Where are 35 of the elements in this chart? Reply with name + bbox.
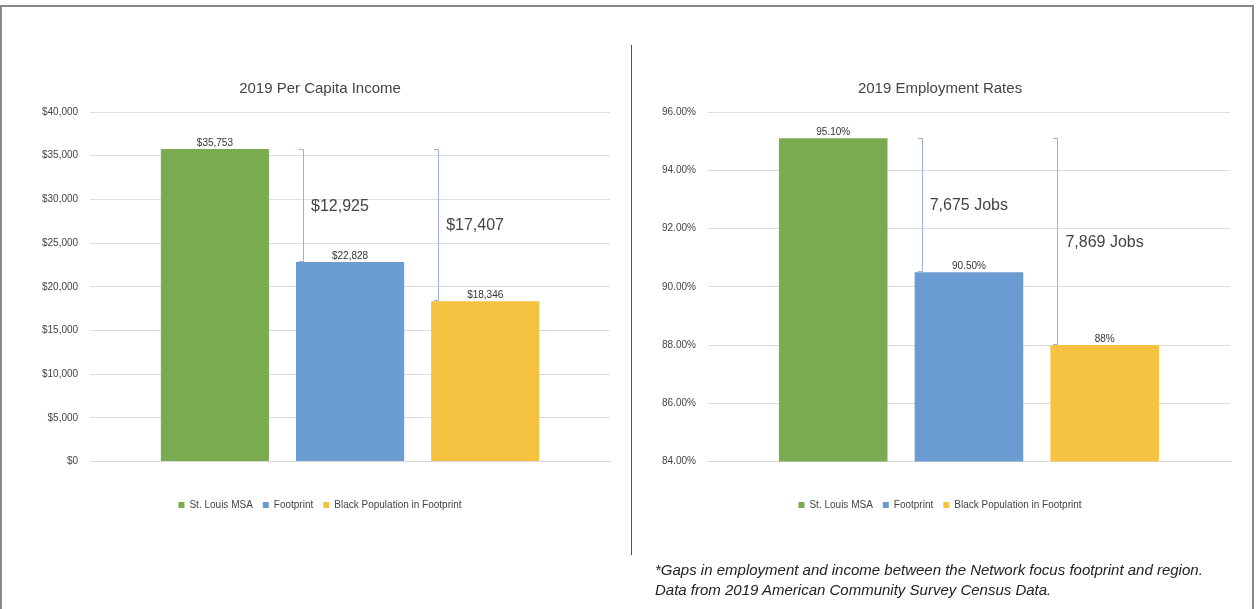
y-tick-label: 94.00% xyxy=(661,164,697,176)
legend-label: St. Louis MSA xyxy=(809,498,874,510)
legend-label: Footprint xyxy=(273,498,314,510)
data-label: $22,828 xyxy=(332,249,369,261)
y-tick-label: $0 xyxy=(67,455,79,467)
y-tick-label: $20,000 xyxy=(41,280,79,292)
y-tick-label: 90.00% xyxy=(661,280,697,292)
y-tick-label: $30,000 xyxy=(41,193,79,205)
legend-label: Footprint xyxy=(893,498,934,510)
legend-label: St. Louis MSA xyxy=(189,498,254,510)
y-tick-label: 96.00% xyxy=(661,105,697,117)
legend-label: Black Population in Footprint xyxy=(954,498,1082,510)
y-tick-label: 88.00% xyxy=(661,338,697,350)
data-label: $18,346 xyxy=(467,289,504,301)
text: *Gaps in employment and income between the Network focus footprint and region. Data from 2019 American Community Survey Census Data. xyxy=(655,560,1204,600)
data-label: 88% xyxy=(1094,332,1115,344)
chart-title: 2019 Employment Rates xyxy=(857,79,1023,97)
y-tick-label: $25,000 xyxy=(41,236,79,248)
y-tick-label: $40,000 xyxy=(41,105,79,117)
annotation: $17,407 xyxy=(446,216,504,235)
data-label: 90.50% xyxy=(952,259,987,271)
y-tick-label: $10,000 xyxy=(41,367,79,379)
chart-title: 2019 Per Capita Income xyxy=(239,79,401,97)
data-label: $35,753 xyxy=(196,136,234,148)
annotation: $12,925 xyxy=(311,196,369,215)
data-label: 95.10% xyxy=(816,125,851,137)
y-tick-label: 86.00% xyxy=(661,397,697,409)
y-tick-label: 92.00% xyxy=(661,222,697,234)
legend-label: Black Population in Footprint xyxy=(334,498,462,510)
y-tick-label: $5,000 xyxy=(47,411,79,423)
annotation: 7,675 Jobs xyxy=(929,196,1008,215)
y-tick-label: $15,000 xyxy=(41,324,79,336)
y-tick-label: 84.00% xyxy=(661,455,697,467)
y-tick-label: $35,000 xyxy=(41,149,79,161)
annotation: 7,869 Jobs xyxy=(1065,232,1144,251)
